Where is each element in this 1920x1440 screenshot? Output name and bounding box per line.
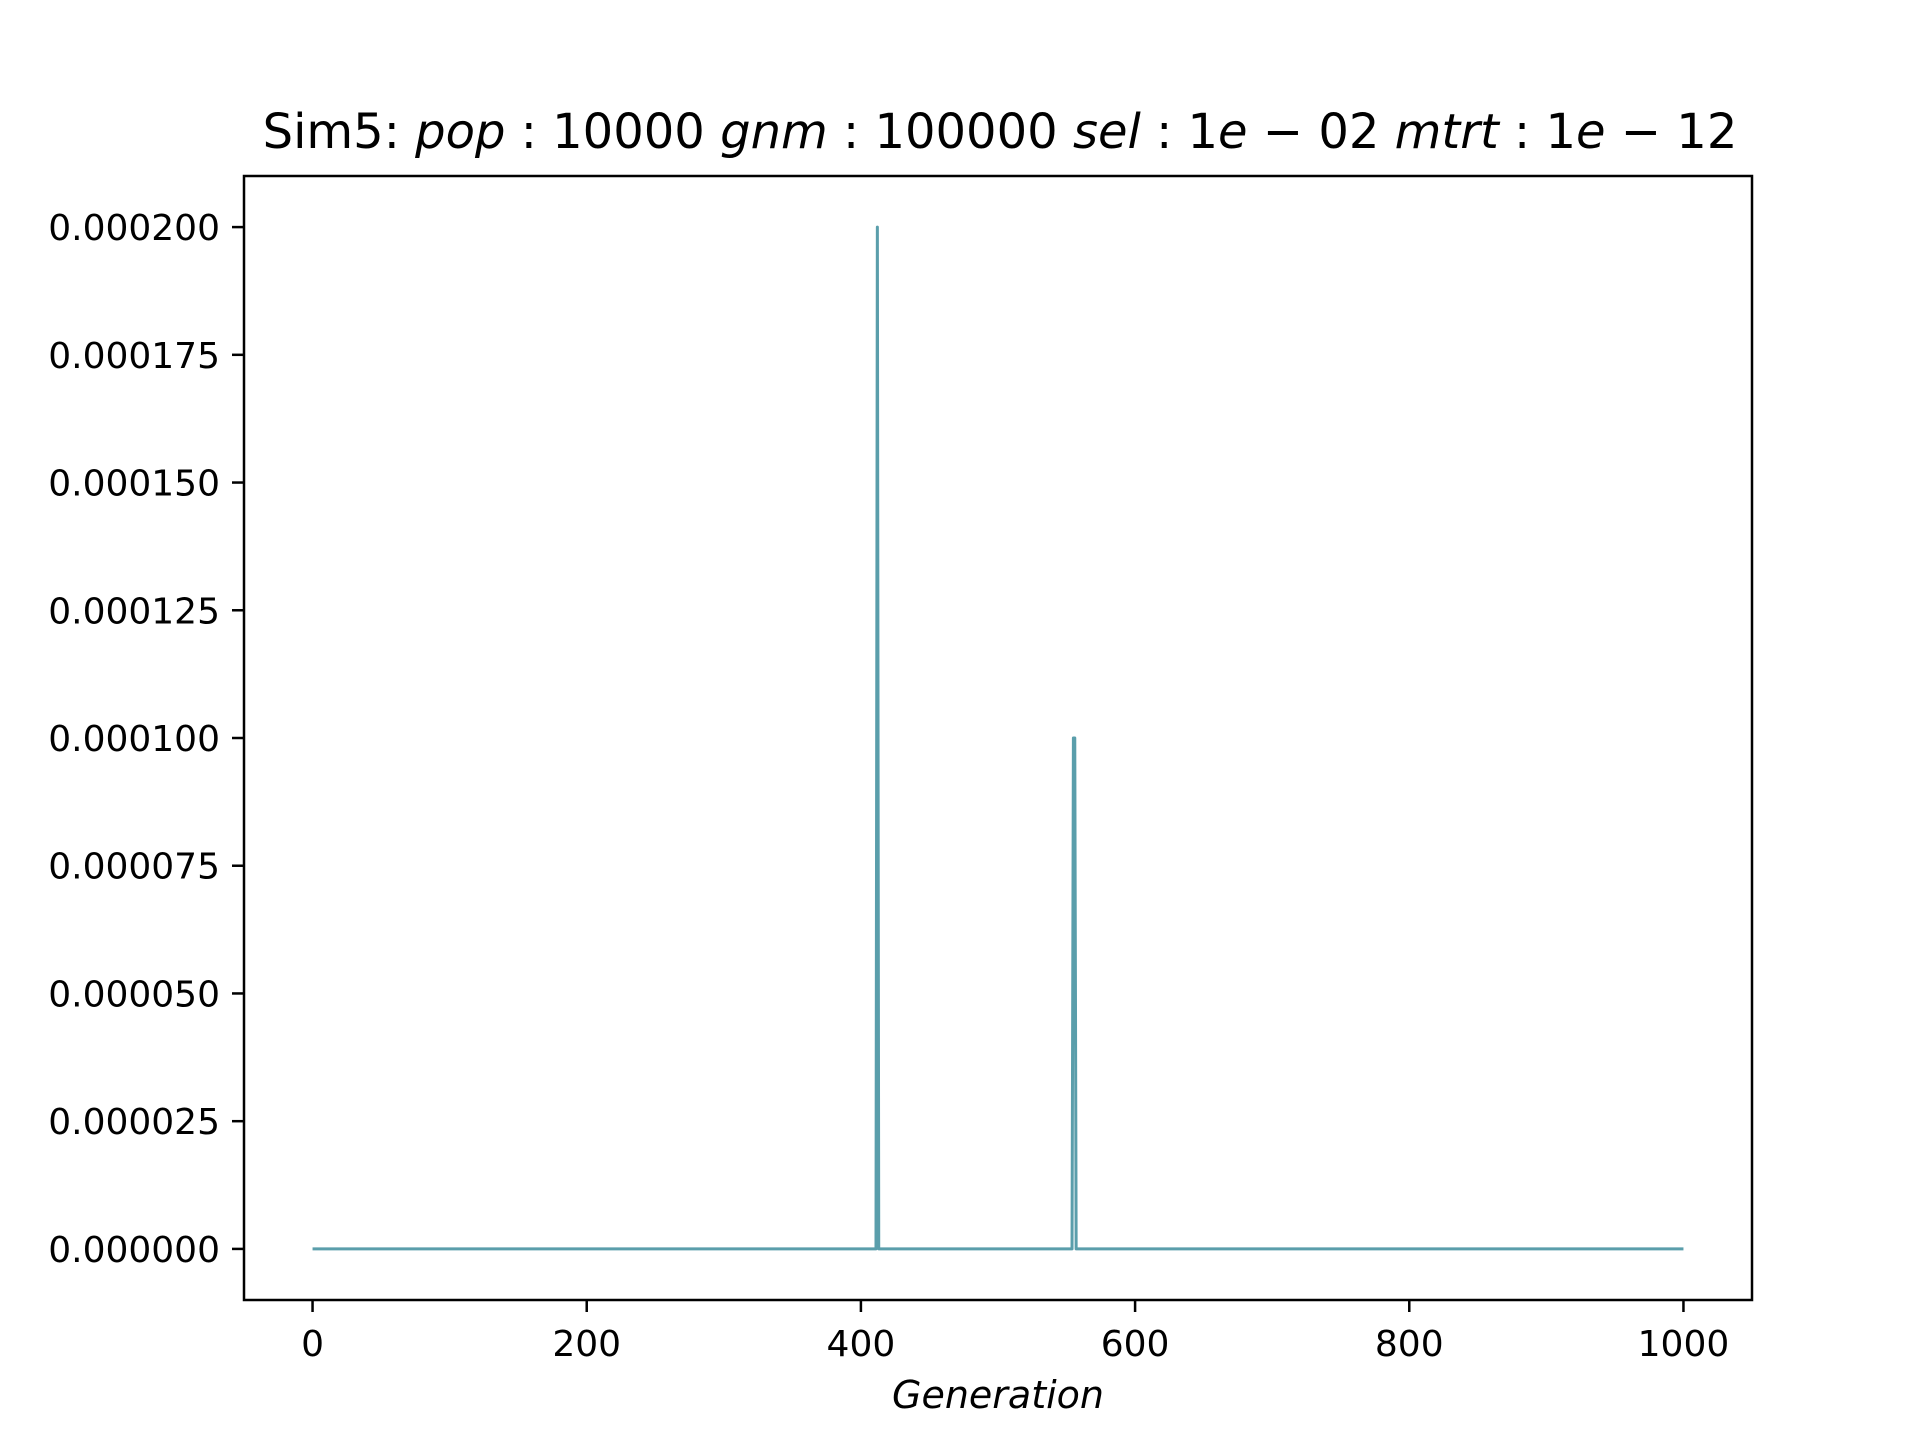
- chart-title-part: : 10000: [505, 104, 720, 160]
- y-axis: 0.000000 0.000025 0.000050 0.000075 0.000100…: [48, 208, 244, 1271]
- chart-title-part: sel: [1073, 104, 1142, 160]
- x-tick-label: 0: [301, 1324, 324, 1365]
- chart-title-part: − 02: [1248, 104, 1395, 160]
- x-tick-label: 200: [552, 1324, 621, 1365]
- chart-title-part: : 1: [1141, 104, 1218, 160]
- chart-title-part: mtrt: [1395, 104, 1501, 160]
- y-tick-label: 0.000100: [48, 719, 220, 760]
- x-tick-label: 800: [1375, 1324, 1444, 1365]
- y-tick-label: 0.000125: [48, 591, 220, 632]
- y-tick-label: 0.000025: [48, 1102, 220, 1143]
- x-tick-label: 1000: [1638, 1324, 1730, 1365]
- x-tick-label: 400: [827, 1324, 896, 1365]
- chart-title-part: e: [1218, 104, 1248, 160]
- chart-title-part: e: [1576, 104, 1606, 160]
- plot-series: [312, 225, 1684, 1251]
- chart-title-part: − 12: [1606, 104, 1738, 160]
- y-tick-label: 0.000200: [48, 208, 220, 249]
- chart-title-part: gnm: [720, 104, 828, 160]
- y-tick-label: 0.000050: [48, 974, 220, 1015]
- x-axis-title: Generation: [892, 1373, 1104, 1417]
- chart-title-part: Sim5:: [263, 104, 416, 160]
- y-tick-label: 0.000175: [48, 336, 220, 377]
- chart-title-part: : 100000: [828, 104, 1073, 160]
- x-tick-label: 600: [1101, 1324, 1170, 1365]
- y-tick-label: 0.000150: [48, 464, 220, 505]
- chart-title: Sim5: pop : 10000 gnm : 100000 sel : 1e …: [263, 104, 1738, 160]
- y-tick-label: 0.000000: [48, 1230, 220, 1271]
- chart-title-part: : 1: [1499, 104, 1576, 160]
- x-axis: 0 200 400 600 800 1000: [301, 1300, 1729, 1365]
- plot-frame: [242, 174, 1754, 1302]
- series-line: [312, 225, 1684, 1251]
- y-tick-label: 0.000075: [48, 847, 220, 888]
- chart-title-part: pop: [414, 104, 505, 160]
